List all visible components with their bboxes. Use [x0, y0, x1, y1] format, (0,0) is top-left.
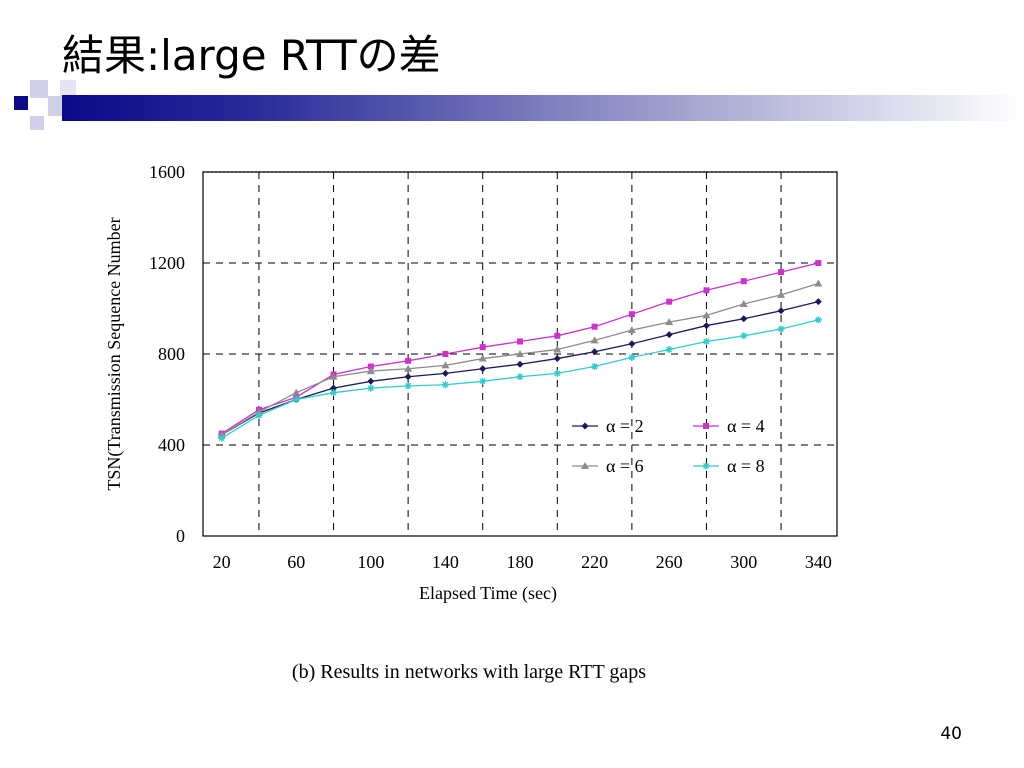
data-point	[441, 369, 449, 377]
data-point	[777, 325, 785, 333]
data-point	[666, 298, 673, 305]
data-point	[702, 322, 710, 330]
data-point	[441, 361, 450, 369]
data-point	[404, 382, 412, 390]
data-point	[814, 279, 823, 287]
data-point	[665, 331, 673, 339]
data-point	[367, 363, 374, 370]
x-axis-label: Elapsed Time (sec)	[419, 583, 557, 604]
data-point	[516, 360, 524, 368]
data-point	[591, 363, 599, 371]
data-point	[330, 384, 338, 392]
y-tick-label: 400	[158, 435, 185, 455]
x-tick-label: 300	[730, 552, 757, 572]
data-point	[740, 278, 747, 285]
data-point	[479, 365, 487, 373]
data-point	[627, 326, 636, 334]
decorative-square-dark	[14, 96, 28, 110]
data-point	[590, 336, 599, 344]
y-tick-label: 1200	[149, 253, 185, 273]
x-tick-label: 60	[287, 552, 305, 572]
decorative-square-light	[48, 96, 66, 116]
data-point	[553, 355, 561, 363]
data-point	[628, 340, 636, 348]
data-point	[292, 396, 300, 403]
data-point	[404, 373, 412, 381]
data-point	[740, 332, 748, 340]
x-tick-label: 220	[581, 552, 608, 572]
legend-marker	[703, 423, 709, 429]
decorative-square-mid	[60, 80, 76, 96]
data-point	[628, 311, 635, 318]
data-point	[665, 345, 673, 353]
data-point	[553, 369, 561, 377]
slide-number: 40	[940, 724, 962, 744]
data-point	[516, 350, 524, 357]
data-point	[478, 354, 487, 362]
x-tick-label: 140	[432, 552, 459, 572]
data-point	[329, 372, 338, 380]
title-underline-bar	[62, 95, 1024, 121]
chart-container: 0 400 800 1200 1600 20 60 100 140 180 220 260 300 340…	[100, 150, 860, 690]
x-tick-label: 100	[357, 552, 384, 572]
data-point	[442, 351, 449, 357]
data-point	[292, 388, 301, 396]
decorative-square-light	[30, 80, 48, 98]
data-point	[740, 315, 748, 323]
data-point	[367, 377, 375, 385]
legend-label: α = 2	[606, 416, 644, 436]
y-tick-label: 800	[158, 344, 185, 364]
x-tick-label: 20	[213, 552, 231, 572]
data-point	[778, 269, 785, 276]
data-point	[516, 373, 524, 381]
decorative-square-light	[30, 116, 44, 130]
data-point	[479, 344, 486, 351]
data-point	[777, 290, 786, 298]
y-tick-label: 0	[176, 526, 185, 546]
data-point	[628, 353, 636, 361]
legend-marker	[702, 462, 710, 470]
data-point	[777, 307, 785, 315]
data-point	[255, 411, 263, 419]
data-point	[553, 345, 562, 353]
legend-label: α = 4	[727, 416, 765, 436]
tsn-line-chart: 0 400 800 1200 1600 20 60 100 140 180 220 260 300 340…	[104, 162, 838, 683]
x-tick-label: 260	[656, 552, 683, 572]
data-point	[591, 348, 599, 356]
series-line-2	[221, 262, 819, 435]
data-point	[703, 287, 710, 294]
data-point	[814, 298, 822, 306]
data-point	[702, 311, 711, 319]
slide-title: 結果:large RTTの差	[62, 31, 441, 80]
data-point	[702, 337, 710, 345]
data-point	[814, 316, 822, 324]
data-point	[665, 318, 674, 326]
legend-label: α = 8	[727, 456, 765, 476]
y-tick-label: 1600	[149, 162, 185, 182]
data-point	[739, 299, 748, 307]
legend-label: α = 6	[606, 456, 644, 476]
series-line-3	[221, 282, 819, 436]
data-point	[218, 434, 226, 442]
x-tick-label: 340	[805, 552, 832, 572]
data-point	[554, 332, 561, 339]
y-axis-label: TSN(Transmission Sequence Number	[104, 217, 125, 490]
data-point	[815, 260, 822, 266]
data-point	[367, 384, 375, 392]
series-line-1	[221, 301, 819, 436]
data-point	[591, 323, 598, 330]
data-point	[517, 338, 523, 345]
data-point	[405, 357, 412, 364]
data-point	[366, 367, 375, 375]
data-point	[404, 364, 413, 372]
data-point	[330, 389, 338, 397]
legend-marker	[581, 462, 589, 469]
data-point	[441, 381, 449, 389]
legend-marker	[581, 422, 589, 430]
data-point	[479, 377, 487, 385]
chart-caption: (b) Results in networks with large RTT g…	[292, 661, 646, 683]
x-tick-label: 180	[507, 552, 534, 572]
